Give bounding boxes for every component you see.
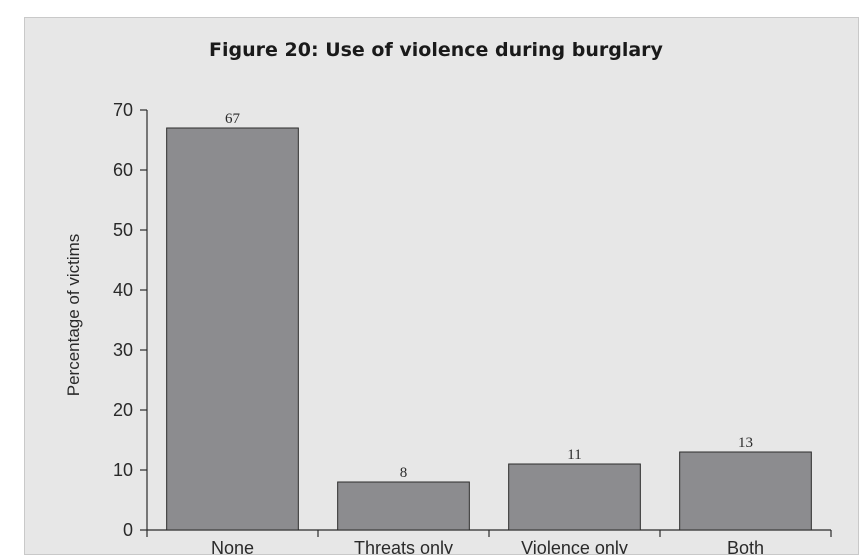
y-tick-label: 70 xyxy=(113,100,133,120)
x-category-label: Threats only xyxy=(354,538,453,555)
bar-violence-only xyxy=(508,463,641,531)
y-tick-label: 50 xyxy=(113,220,133,240)
bar-none xyxy=(166,127,299,531)
y-tick-label: 10 xyxy=(113,460,133,480)
x-category-label: None xyxy=(211,538,254,555)
x-category-label: Both xyxy=(727,538,764,555)
data-label: 8 xyxy=(400,465,408,481)
y-tick-label: 40 xyxy=(113,280,133,300)
bar-threats-only xyxy=(337,481,470,531)
y-axis: 0 10 20 30 40 50 60 70 xyxy=(113,100,148,540)
x-axis: None Threats only Violence only Both xyxy=(146,529,832,555)
data-label: 13 xyxy=(738,435,753,451)
y-tick-label: 60 xyxy=(113,160,133,180)
chart-title: Figure 20: Use of violence during burgla… xyxy=(209,39,664,61)
data-label: 67 xyxy=(225,111,241,127)
x-category-label: Violence only xyxy=(521,538,628,555)
y-tick-label: 0 xyxy=(123,520,133,540)
data-label: 11 xyxy=(567,447,581,463)
chart-panel: Figure 20: Use of violence during burgla… xyxy=(24,17,859,555)
bar-both xyxy=(679,451,812,531)
y-tick-label: 20 xyxy=(113,400,133,420)
bar-chart: Figure 20: Use of violence during burgla… xyxy=(64,39,832,555)
y-axis-title: Percentage of victims xyxy=(64,234,83,397)
y-tick-label: 30 xyxy=(113,340,133,360)
bars: 67 8 11 13 xyxy=(166,111,812,531)
